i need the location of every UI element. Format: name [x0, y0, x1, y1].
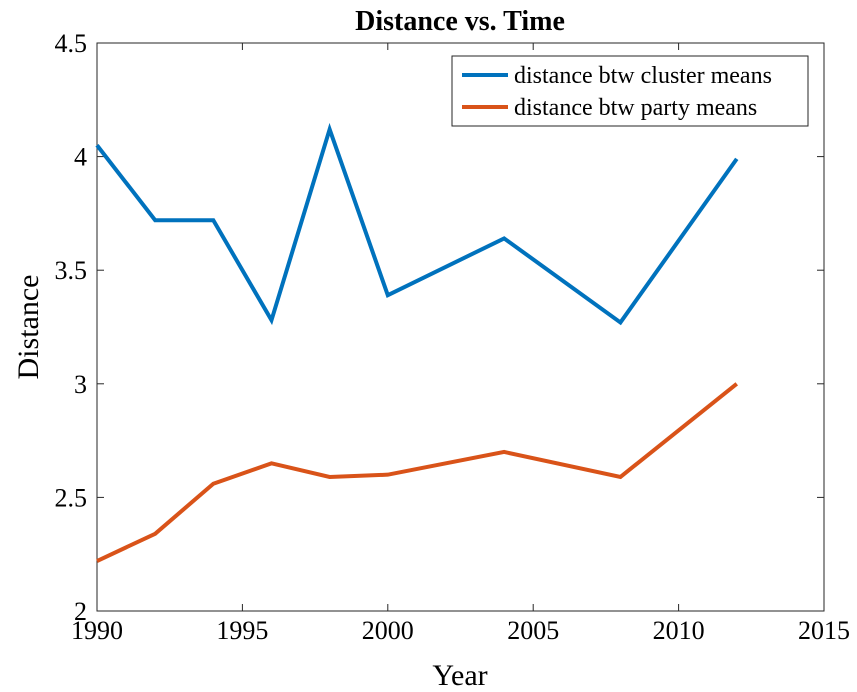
- y-tick-label: 4.5: [55, 29, 88, 58]
- x-tick-label: 2005: [507, 616, 559, 645]
- y-tick-label: 4: [74, 143, 87, 172]
- y-tick-label: 3.5: [55, 256, 88, 285]
- x-axis-label: Year: [432, 659, 487, 692]
- y-tick-label: 2.5: [55, 483, 88, 512]
- x-tick-label: 2015: [798, 616, 850, 645]
- data-line: [96, 382, 739, 563]
- y-tick-label: 3: [74, 370, 87, 399]
- x-tick-label: 1990: [71, 616, 123, 645]
- x-tick-label: 2000: [362, 616, 414, 645]
- chart-title: Distance vs. Time: [355, 6, 565, 37]
- data-line: [95, 122, 739, 326]
- x-tick-label: 1995: [216, 616, 268, 645]
- legend-label: distance btw party means: [514, 95, 757, 121]
- x-tick-label: 2010: [653, 616, 705, 645]
- legend-label: distance btw cluster means: [514, 63, 772, 89]
- y-axis-label: Distance: [12, 275, 45, 380]
- plot-area: [96, 42, 825, 612]
- legend-box: [451, 55, 809, 127]
- y-tick-label: 2: [74, 597, 87, 626]
